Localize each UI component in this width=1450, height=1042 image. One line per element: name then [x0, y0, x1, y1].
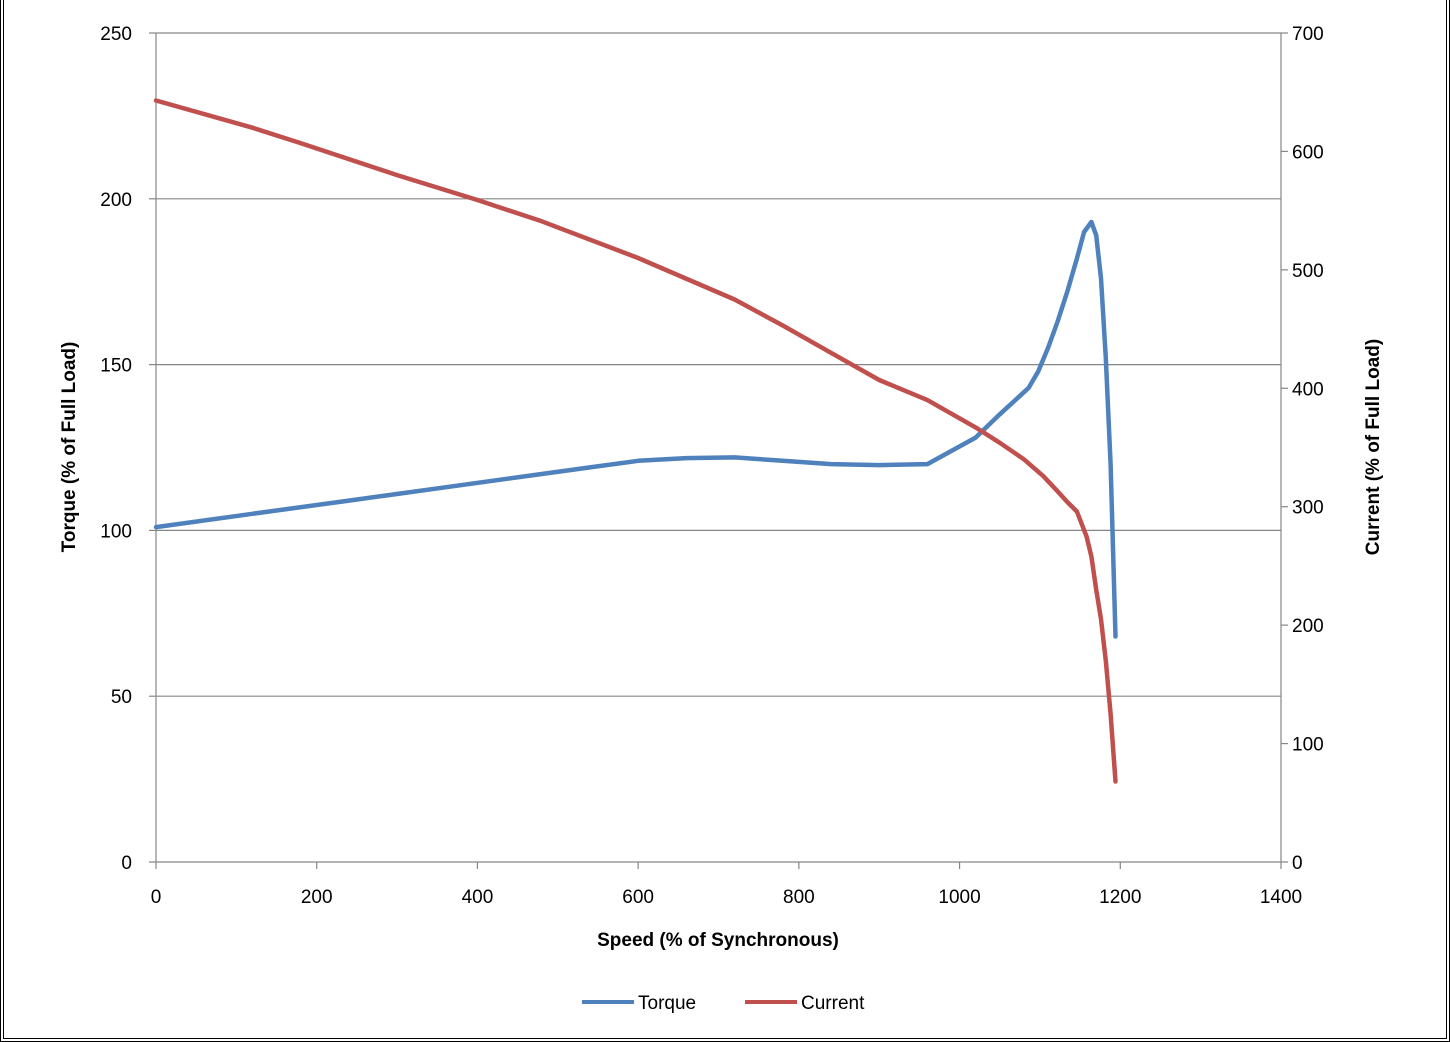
x-tick-label-800: 800 — [783, 887, 815, 908]
y-left-tick-label-0: 0 — [121, 853, 132, 874]
y-left-tick-label-150: 150 — [100, 356, 132, 377]
chart-svg: 0 200 400 600 800 1000 1200 1400050100150200250… — [59, 24, 1384, 1014]
y-right-tick-label-600: 600 — [1292, 142, 1324, 163]
y-left-tick-label-200: 200 — [100, 190, 132, 211]
x-tick-label-600: 600 — [622, 887, 654, 908]
y-right-tick-label-700: 700 — [1292, 24, 1324, 45]
y-right-tick-label-300: 300 — [1292, 498, 1324, 519]
legend-label-torque: Torque — [638, 993, 696, 1014]
series-layer — [153, 98, 1118, 784]
y-right-axis-title: Current (% of Full Load) — [1363, 339, 1384, 555]
series-line-current — [153, 98, 1118, 784]
y-right-tick-label-100: 100 — [1292, 735, 1324, 756]
x-tick-label-200: 200 — [301, 887, 333, 908]
x-axis-title: Speed (% of Synchronous) — [597, 930, 839, 951]
y-right-tick-label-200: 200 — [1292, 616, 1324, 637]
y-right-tick-label-400: 400 — [1292, 379, 1324, 400]
gridlines — [156, 32, 1281, 697]
y-left-tick-label-100: 100 — [100, 521, 132, 542]
y-left-axis-title: Torque (% of Full Load) — [59, 342, 80, 553]
x-tick-label-0: 0 — [151, 887, 162, 908]
x-tick-label-1200: 1200 — [1099, 887, 1141, 908]
y-left-tick-label-50: 50 — [111, 687, 132, 708]
y-left-tick-label-250: 250 — [100, 24, 132, 45]
series-line-torque — [153, 219, 1118, 639]
legend: Torque Current — [582, 993, 865, 1014]
legend-label-current: Current — [801, 993, 865, 1014]
y-right-tick-label-0: 0 — [1292, 853, 1303, 874]
x-tick-label-1400: 1400 — [1260, 887, 1302, 908]
axes: 0 200 400 600 800 1000 1200 1400050100150200250… — [100, 24, 1323, 908]
x-tick-label-400: 400 — [462, 887, 494, 908]
y-right-tick-label-500: 500 — [1292, 261, 1324, 282]
x-tick-label-1000: 1000 — [938, 887, 980, 908]
